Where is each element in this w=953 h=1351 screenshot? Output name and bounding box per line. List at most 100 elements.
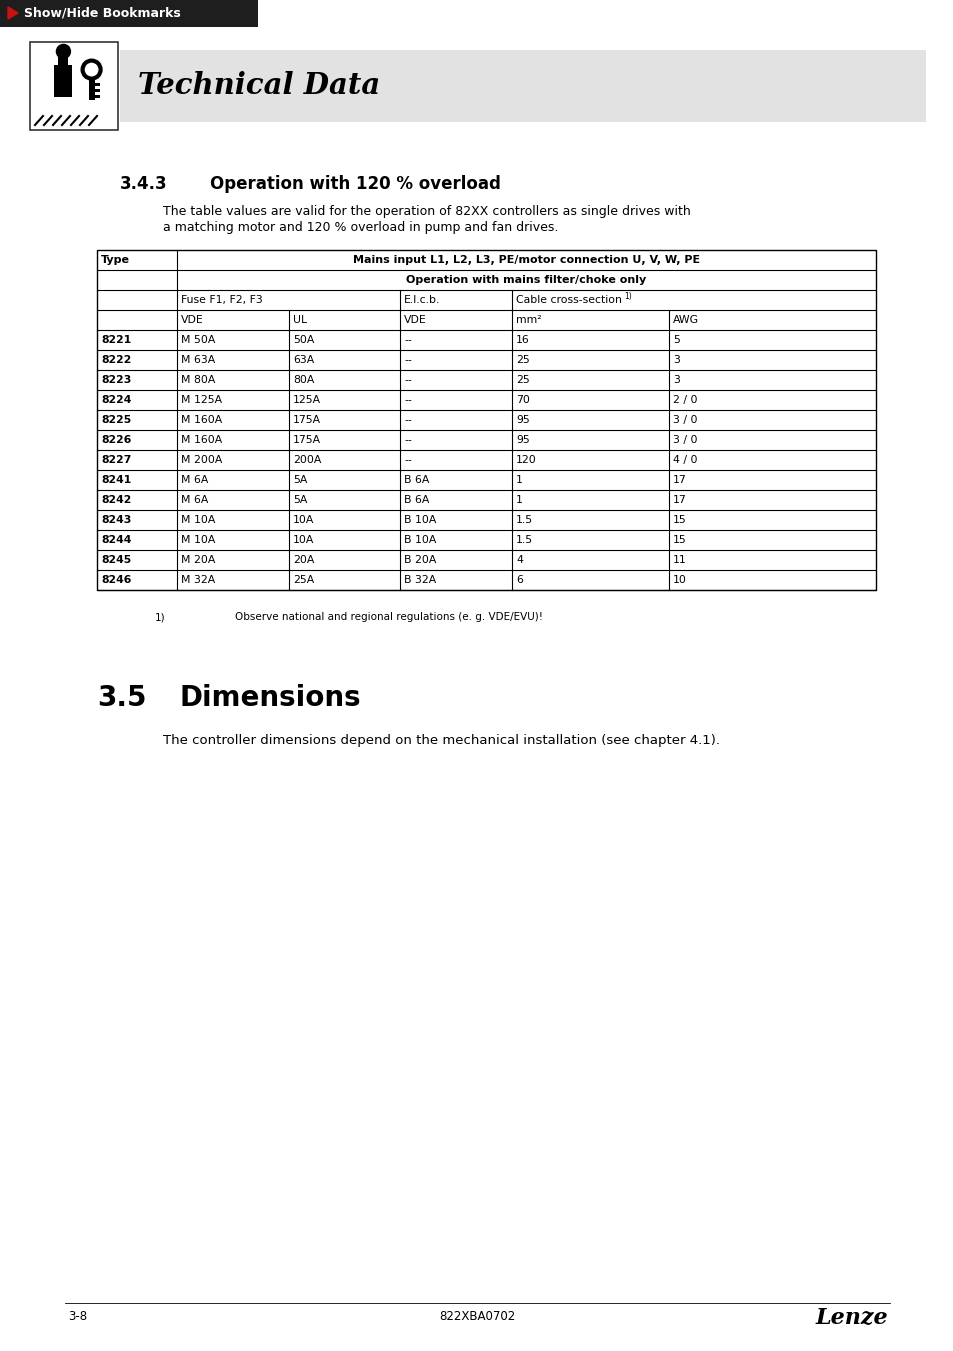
Text: 50A: 50A bbox=[293, 335, 314, 345]
Text: M 63A: M 63A bbox=[181, 355, 215, 365]
Text: M 10A: M 10A bbox=[181, 515, 215, 526]
Text: 1: 1 bbox=[516, 494, 522, 505]
Text: 10A: 10A bbox=[293, 535, 314, 544]
Text: 11: 11 bbox=[672, 555, 686, 565]
Text: 8222: 8222 bbox=[101, 355, 132, 365]
Text: 25A: 25A bbox=[293, 576, 314, 585]
Text: 17: 17 bbox=[672, 494, 686, 505]
Text: 5: 5 bbox=[672, 335, 679, 345]
Text: 8241: 8241 bbox=[101, 476, 132, 485]
Text: M 50A: M 50A bbox=[181, 335, 215, 345]
Text: B 6A: B 6A bbox=[403, 494, 429, 505]
Text: 1: 1 bbox=[516, 476, 522, 485]
Text: Mains input L1, L2, L3, PE/motor connection U, V, W, PE: Mains input L1, L2, L3, PE/motor connect… bbox=[353, 255, 700, 265]
Text: 3-8: 3-8 bbox=[68, 1310, 87, 1324]
Text: 3: 3 bbox=[672, 355, 679, 365]
Bar bbox=[54, 65, 72, 97]
Text: 3: 3 bbox=[672, 376, 679, 385]
Text: 95: 95 bbox=[516, 415, 529, 426]
Bar bbox=[94, 82, 99, 85]
Text: 25: 25 bbox=[516, 376, 529, 385]
Bar bbox=[58, 54, 69, 65]
Bar bbox=[0, 0, 257, 27]
Text: The controller dimensions depend on the mechanical installation (see chapter 4.1: The controller dimensions depend on the … bbox=[163, 734, 720, 747]
Text: 8244: 8244 bbox=[101, 535, 132, 544]
Text: 125A: 125A bbox=[293, 394, 321, 405]
Text: Operation with 120 % overload: Operation with 120 % overload bbox=[210, 176, 500, 193]
Text: 8246: 8246 bbox=[101, 576, 132, 585]
Text: 120: 120 bbox=[516, 455, 537, 465]
Bar bbox=[89, 77, 94, 100]
Text: --: -- bbox=[403, 376, 412, 385]
Text: 15: 15 bbox=[672, 535, 686, 544]
Text: 1.5: 1.5 bbox=[516, 515, 533, 526]
Text: Fuse F1, F2, F3: Fuse F1, F2, F3 bbox=[181, 295, 262, 305]
Text: 8223: 8223 bbox=[101, 376, 132, 385]
Text: 2 / 0: 2 / 0 bbox=[672, 394, 697, 405]
Text: B 32A: B 32A bbox=[403, 576, 436, 585]
Text: 63A: 63A bbox=[293, 355, 314, 365]
Text: 5A: 5A bbox=[293, 494, 307, 505]
Text: Show/Hide Bookmarks: Show/Hide Bookmarks bbox=[24, 7, 180, 20]
Text: 1.5: 1.5 bbox=[516, 535, 533, 544]
Bar bbox=[120, 50, 925, 122]
Text: M 160A: M 160A bbox=[181, 435, 222, 444]
Text: 16: 16 bbox=[516, 335, 529, 345]
Text: 6: 6 bbox=[516, 576, 522, 585]
Circle shape bbox=[56, 45, 71, 58]
Text: M 200A: M 200A bbox=[181, 455, 222, 465]
Text: --: -- bbox=[403, 435, 412, 444]
Text: 20A: 20A bbox=[293, 555, 314, 565]
Bar bbox=[30, 42, 118, 130]
Text: --: -- bbox=[403, 394, 412, 405]
Text: 8243: 8243 bbox=[101, 515, 132, 526]
Text: --: -- bbox=[403, 455, 412, 465]
Polygon shape bbox=[8, 7, 18, 19]
Text: M 125A: M 125A bbox=[181, 394, 222, 405]
Text: 10: 10 bbox=[672, 576, 686, 585]
Text: Type: Type bbox=[101, 255, 130, 265]
Text: 200A: 200A bbox=[293, 455, 321, 465]
Text: --: -- bbox=[403, 415, 412, 426]
Text: 8224: 8224 bbox=[101, 394, 132, 405]
Text: 8226: 8226 bbox=[101, 435, 132, 444]
Text: B 6A: B 6A bbox=[403, 476, 429, 485]
Text: a matching motor and 120 % overload in pump and fan drives.: a matching motor and 120 % overload in p… bbox=[163, 222, 558, 234]
Text: 175A: 175A bbox=[293, 415, 321, 426]
Text: 1): 1) bbox=[154, 612, 166, 621]
Text: M 80A: M 80A bbox=[181, 376, 215, 385]
Text: E.l.c.b.: E.l.c.b. bbox=[403, 295, 440, 305]
Text: B 10A: B 10A bbox=[403, 515, 436, 526]
Text: B 10A: B 10A bbox=[403, 535, 436, 544]
Text: 8225: 8225 bbox=[101, 415, 132, 426]
Text: Lenze: Lenze bbox=[815, 1306, 887, 1328]
Text: 822XBA0702: 822XBA0702 bbox=[438, 1310, 515, 1324]
Text: The table values are valid for the operation of 82XX controllers as single drive: The table values are valid for the opera… bbox=[163, 205, 690, 218]
Text: UL: UL bbox=[293, 315, 307, 326]
Text: 15: 15 bbox=[672, 515, 686, 526]
Text: 1): 1) bbox=[623, 293, 631, 301]
Text: M 160A: M 160A bbox=[181, 415, 222, 426]
Bar bbox=[97, 250, 875, 590]
Text: 95: 95 bbox=[516, 435, 529, 444]
Text: 3.5: 3.5 bbox=[97, 684, 147, 712]
Text: VDE: VDE bbox=[181, 315, 204, 326]
Text: B 20A: B 20A bbox=[403, 555, 436, 565]
Text: 8245: 8245 bbox=[101, 555, 132, 565]
Text: --: -- bbox=[403, 335, 412, 345]
Text: 3.4.3: 3.4.3 bbox=[120, 176, 168, 193]
Text: Operation with mains filter/choke only: Operation with mains filter/choke only bbox=[406, 276, 646, 285]
Text: Technical Data: Technical Data bbox=[138, 72, 380, 100]
Text: 8221: 8221 bbox=[101, 335, 132, 345]
Bar bbox=[94, 89, 99, 92]
Bar bbox=[94, 95, 99, 97]
Text: --: -- bbox=[403, 355, 412, 365]
Text: 17: 17 bbox=[672, 476, 686, 485]
Text: M 20A: M 20A bbox=[181, 555, 215, 565]
Text: Observe national and regional regulations (e. g. VDE/EVU)!: Observe national and regional regulation… bbox=[234, 612, 542, 621]
Text: 80A: 80A bbox=[293, 376, 314, 385]
Text: AWG: AWG bbox=[672, 315, 699, 326]
Text: 3 / 0: 3 / 0 bbox=[672, 415, 697, 426]
Text: 8242: 8242 bbox=[101, 494, 132, 505]
Text: 8227: 8227 bbox=[101, 455, 132, 465]
